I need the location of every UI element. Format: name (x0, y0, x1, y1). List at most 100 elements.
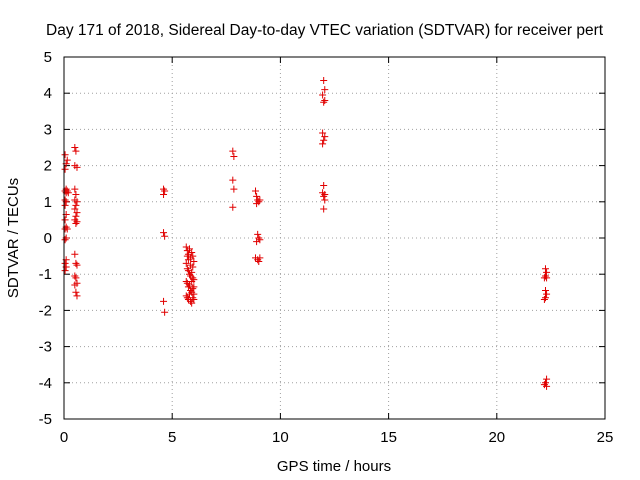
data-point (230, 153, 238, 161)
y-tick-label: -2 (39, 302, 52, 319)
data-point (71, 144, 79, 151)
data-point (255, 234, 263, 242)
data-point (186, 281, 194, 289)
data-point (543, 375, 551, 383)
data-point (254, 230, 262, 238)
data-point (541, 265, 549, 273)
data-point (72, 147, 80, 155)
data-point (161, 187, 169, 195)
data-point (320, 205, 328, 213)
data-point (61, 201, 69, 209)
data-point (161, 308, 169, 316)
data-point (72, 191, 80, 199)
data-point (160, 229, 168, 237)
y-tick-label: 2 (44, 158, 52, 175)
plot-frame (63, 56, 606, 420)
data-point (183, 265, 191, 273)
data-point (188, 248, 196, 256)
x-tick-label: 0 (60, 429, 68, 446)
data-point (188, 268, 196, 276)
data-point (188, 277, 196, 285)
data-point (230, 185, 238, 193)
data-point (321, 96, 329, 104)
data-point (182, 259, 190, 267)
data-point (71, 185, 79, 193)
data-point (256, 254, 264, 262)
data-points (61, 77, 551, 390)
x-tick-label: 15 (380, 429, 397, 446)
y-tick-label: -4 (39, 375, 52, 392)
y-tick-label: -1 (39, 266, 52, 283)
chart-title: Day 171 of 2018, Sidereal Day-to-day VTE… (46, 22, 604, 39)
data-point (160, 191, 168, 199)
data-point (61, 259, 69, 267)
data-point (256, 196, 264, 204)
data-point (184, 267, 192, 275)
data-point (183, 252, 191, 260)
data-point (73, 163, 81, 171)
data-point (63, 187, 71, 195)
data-point (320, 182, 328, 190)
data-point (160, 297, 168, 305)
data-point (541, 379, 549, 387)
data-point (72, 288, 80, 296)
data-point (186, 245, 194, 253)
x-tick-label: 5 (168, 429, 176, 446)
x-tick-label: 20 (488, 429, 505, 446)
data-point (61, 165, 69, 173)
data-point (321, 133, 329, 141)
y-tick-label: -3 (39, 339, 52, 356)
data-point (320, 136, 328, 144)
data-point (319, 140, 327, 148)
data-point (190, 258, 198, 266)
data-point (182, 292, 190, 300)
data-point (184, 256, 192, 264)
y-tick-label: 5 (44, 49, 52, 66)
data-point (161, 232, 169, 240)
data-point (541, 286, 549, 294)
data-point (182, 243, 190, 251)
data-point (187, 297, 195, 305)
data-point (541, 294, 549, 302)
data-point (61, 225, 69, 233)
data-point (253, 200, 261, 208)
data-point (72, 274, 80, 282)
data-point (72, 259, 80, 267)
data-point (229, 203, 237, 211)
x-tick-label: 25 (597, 429, 614, 446)
data-point (543, 290, 551, 298)
y-tick-label: 0 (44, 230, 52, 247)
y-axis-label: SDTVAR / TECUs (5, 178, 22, 298)
data-point (256, 236, 264, 244)
data-point (61, 267, 69, 275)
data-point (61, 216, 69, 224)
data-point (253, 238, 261, 246)
data-point (319, 91, 327, 99)
data-point (229, 176, 237, 184)
data-point (541, 272, 549, 280)
axis-ticks: 0 5 10 15 20 25 -5 -4 -3 -2 -1 0 1 2 3 4 5 (39, 49, 614, 446)
data-point (61, 236, 69, 244)
data-point (72, 212, 80, 220)
data-point (543, 274, 551, 282)
x-tick-label: 10 (272, 429, 289, 446)
data-point (321, 86, 329, 94)
data-point (229, 147, 237, 155)
data-point (189, 274, 197, 282)
data-point (319, 129, 327, 137)
data-point (189, 294, 197, 302)
data-point (71, 250, 79, 258)
y-tick-label: 4 (44, 85, 52, 102)
data-point (189, 263, 197, 271)
data-point (255, 258, 263, 266)
data-point (190, 296, 198, 304)
data-point (71, 281, 79, 289)
data-point (189, 285, 197, 293)
data-point (190, 283, 198, 291)
data-point (73, 218, 81, 226)
data-point (252, 187, 260, 195)
data-point (72, 201, 80, 209)
x-axis-label: GPS time / hours (277, 458, 391, 475)
data-point (64, 189, 72, 197)
